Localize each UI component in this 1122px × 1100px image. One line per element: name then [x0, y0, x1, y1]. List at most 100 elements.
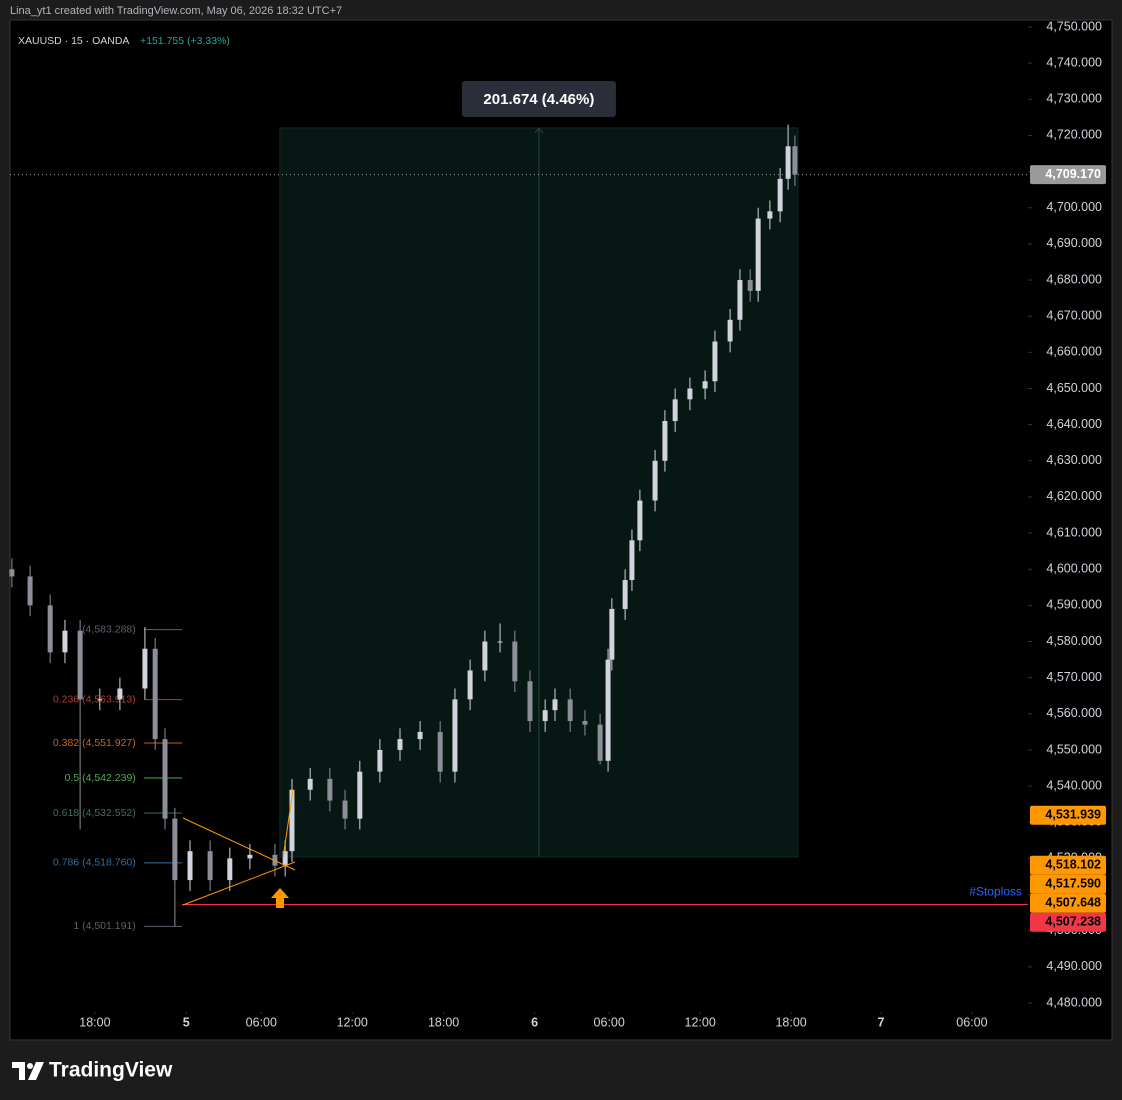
candle-body [357, 771, 363, 819]
candle-body [652, 460, 658, 501]
candle-body [62, 630, 68, 653]
candle-body [247, 854, 253, 859]
candle-body [702, 381, 708, 389]
price-badge-label: 4,507.238 [1045, 915, 1101, 929]
candle-body [747, 280, 753, 291]
candle-body [727, 319, 733, 342]
fib-label: 0.5 (4,542.239) [65, 772, 136, 784]
measure-label: 201.674 (4.46%) [483, 91, 594, 108]
candle-body [622, 580, 628, 609]
triangle-upper [182, 817, 296, 871]
candle-body [497, 641, 503, 643]
price-badge-label: 4,709.170 [1045, 167, 1101, 181]
candle-body [629, 540, 635, 581]
candle-body [307, 778, 313, 790]
y-tick-label: 4,560.000 [1046, 706, 1102, 720]
candle-body [117, 688, 123, 700]
y-tick-label: 4,640.000 [1046, 417, 1102, 431]
x-tick-label: 06:00 [956, 1015, 987, 1029]
candle-body [582, 721, 588, 725]
y-tick-label: 4,660.000 [1046, 345, 1102, 359]
candle-body [712, 341, 718, 382]
candle-body [47, 605, 53, 653]
price-badge [1030, 805, 1106, 825]
candle-body [282, 851, 288, 866]
y-tick-label: 4,680.000 [1046, 272, 1102, 286]
candle-body [437, 731, 443, 772]
y-tick-label: 4,690.000 [1046, 236, 1102, 250]
y-tick-label: 4,730.000 [1046, 92, 1102, 106]
candle-body [77, 630, 83, 700]
y-tick-label: 4,480.000 [1046, 995, 1102, 1009]
logo: TradingView [12, 1059, 173, 1082]
price-badge [1030, 893, 1106, 913]
candle-body [637, 500, 643, 541]
candle-body [467, 670, 473, 700]
price-badge [1030, 874, 1106, 894]
candle-body [327, 778, 333, 801]
fib-label: 1 (4,501.191) [73, 920, 135, 932]
x-tick-label: 18:00 [775, 1015, 806, 1029]
candle-body [597, 724, 603, 761]
candle-body [342, 800, 348, 819]
candle-body [777, 178, 783, 212]
y-tick-label: 4,570.000 [1046, 670, 1102, 684]
candle-body [527, 681, 533, 722]
plot: 201.674 (4.46%) (4,583.288) 0.236 (4,563.9… [9, 19, 1106, 1029]
y-tick-label: 4,720.000 [1046, 128, 1102, 142]
measure-arrow [534, 127, 544, 134]
y-tick-label: 4,740.000 [1046, 55, 1102, 69]
candle-body [552, 699, 558, 711]
y-tick-label: 4,590.000 [1046, 598, 1102, 612]
logo-dot [27, 1063, 33, 1069]
candle-body [609, 608, 615, 660]
fib-label: 0.618 (4,532.552) [53, 807, 136, 819]
y-tick-label: 4,650.000 [1046, 381, 1102, 395]
candle-body [27, 576, 33, 606]
candle-body [512, 641, 518, 682]
candle-body [755, 218, 761, 291]
y-tick-label: 4,750.000 [1046, 19, 1102, 33]
x-tick-label: 18:00 [428, 1015, 459, 1029]
candle-body [142, 648, 148, 689]
price-badge-label: 4,517.590 [1045, 877, 1101, 891]
credit: Lina_yt1 created with TradingView.com, M… [10, 5, 342, 17]
triangle [182, 789, 296, 908]
y-tick-label: 4,610.000 [1046, 525, 1102, 539]
candle-body [289, 789, 295, 852]
stoploss-label: #Stoploss [969, 885, 1022, 899]
price-badge-label: 4,531.939 [1045, 808, 1101, 822]
x-tick-label: 12:00 [337, 1015, 368, 1029]
candle-body [737, 280, 743, 320]
x-tick-label: 7 [877, 1015, 884, 1029]
x-tick-label: 06:00 [246, 1015, 277, 1029]
y-tick-label: 4,580.000 [1046, 634, 1102, 648]
fib-label: 0.236 (4,563.913) [53, 693, 136, 705]
y-tick-label: 4,700.000 [1046, 200, 1102, 214]
x-tick-label: 6 [531, 1015, 538, 1029]
candle-body [785, 146, 791, 179]
candle-body [482, 641, 488, 671]
candle-body [452, 699, 458, 772]
y-tick-label: 4,550.000 [1046, 742, 1102, 756]
candle-body [417, 731, 423, 740]
logo-icon [12, 1062, 44, 1080]
candle-body [377, 749, 383, 772]
candle-body [567, 699, 573, 722]
price-badge [1030, 165, 1106, 185]
logo-text: TradingView [49, 1059, 173, 1082]
price-badge-label: 4,518.102 [1045, 858, 1101, 872]
candle-body [397, 739, 403, 750]
candle-body [207, 851, 213, 881]
candle-body [97, 699, 103, 701]
fib-label: (4,583.288) [82, 623, 136, 635]
measure-badge [461, 80, 616, 117]
x-tick-label: 12:00 [685, 1015, 716, 1029]
y-tick-label: 4,630.000 [1046, 453, 1102, 467]
candle-body [542, 710, 548, 722]
candle-body [672, 399, 678, 422]
candle-body [187, 851, 193, 881]
symbol-title: XAUUSD · 15 · OANDA [18, 35, 129, 47]
